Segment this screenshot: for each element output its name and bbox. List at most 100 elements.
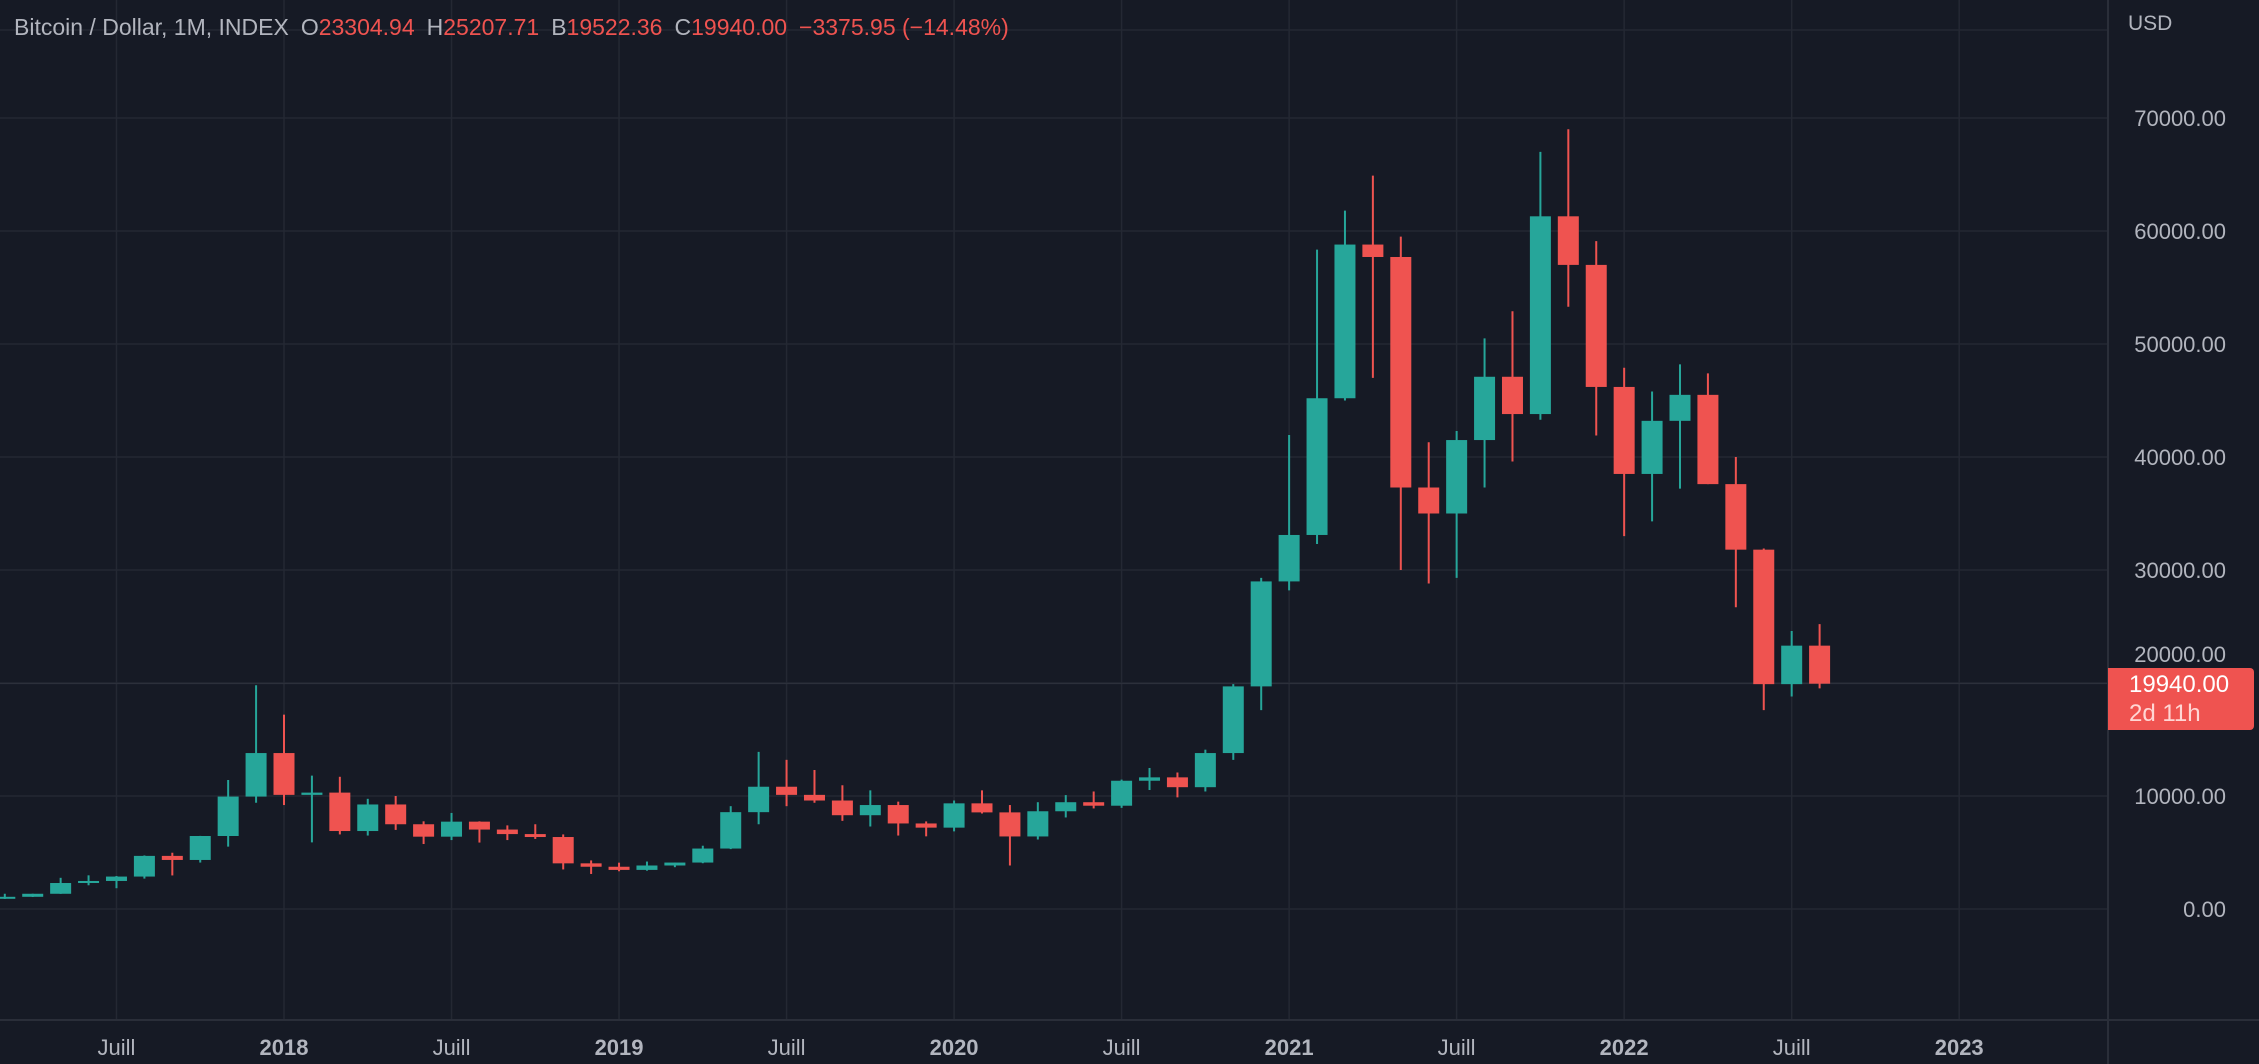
candle-body: [50, 883, 72, 894]
candle-up: [1027, 802, 1049, 840]
candle-body: [1334, 244, 1356, 399]
candle-down: [329, 776, 351, 835]
candle-down: [552, 834, 574, 870]
candle-up: [664, 862, 686, 868]
candle-down: [803, 770, 825, 803]
candle-body: [1669, 394, 1691, 421]
candle-down: [831, 785, 853, 821]
candle-down: [496, 825, 518, 841]
candle-down: [413, 821, 435, 845]
candle-up: [1641, 391, 1663, 522]
candle-up: [748, 751, 770, 825]
candle-down: [1083, 791, 1105, 809]
price-tick-label: 30000.00: [2134, 558, 2226, 583]
candle-body: [1055, 802, 1077, 812]
candle-body: [1111, 780, 1133, 806]
low-label: B: [551, 14, 567, 40]
price-tick-label: 10000.00: [2134, 784, 2226, 809]
candle-down: [1725, 457, 1747, 608]
candle-down: [161, 852, 183, 876]
candle-up: [1306, 249, 1328, 545]
candle-up: [0, 893, 16, 899]
candle-up: [22, 893, 44, 898]
candle-body: [803, 794, 825, 801]
candle-body: [301, 792, 323, 795]
grid: [0, 0, 2108, 1020]
candle-up: [1669, 364, 1691, 489]
close-label: C: [674, 14, 692, 40]
candle-down: [468, 821, 490, 843]
price-axis[interactable]: 0.00 10000.00 20000.00 30000.00 40000.00 5000…: [2134, 106, 2226, 922]
candle-body: [468, 821, 490, 830]
time-tick-label: 2023: [1935, 1035, 1984, 1060]
candle-down: [608, 862, 630, 872]
candle-body: [720, 812, 742, 849]
low-value: 19522.36: [566, 14, 663, 40]
price-tick-label: 60000.00: [2134, 219, 2226, 244]
price-tick-label: 20000.00: [2134, 642, 2226, 667]
candle-down: [1418, 442, 1440, 584]
candle-up: [1446, 431, 1468, 578]
candle-down: [273, 714, 295, 806]
candle-body: [217, 796, 239, 837]
candle-body: [105, 876, 127, 881]
candle-up: [78, 875, 100, 886]
candle-up: [1139, 767, 1161, 791]
candle-up: [357, 798, 379, 836]
candle-body: [1306, 398, 1328, 535]
time-tick-label: 2021: [1265, 1035, 1314, 1060]
candle-up: [692, 845, 714, 864]
candle-body: [1418, 487, 1440, 514]
candle-down: [776, 759, 798, 807]
candle-body: [78, 880, 100, 884]
candle-body: [1697, 394, 1719, 485]
candle-body: [1474, 376, 1496, 441]
candle-down: [1557, 129, 1579, 307]
candle-body: [1501, 376, 1523, 415]
time-tick-label: 2019: [595, 1035, 644, 1060]
high-label: H: [426, 14, 444, 40]
close-value: 19940.00: [691, 14, 788, 40]
candle-up: [1334, 210, 1356, 401]
ohlc-legend: Bitcoin / Dollar, 1M, INDEX O23304.94 H252…: [14, 14, 1021, 41]
candle-up: [217, 779, 239, 847]
candle-up: [859, 790, 881, 827]
price-tick-label: 70000.00: [2134, 106, 2226, 131]
candle-body: [580, 863, 602, 867]
time-tick-label: 2020: [930, 1035, 979, 1060]
time-tick-label: Juill: [98, 1035, 136, 1060]
candle-up: [1194, 749, 1216, 792]
candle-up: [1250, 577, 1272, 711]
candle-body: [1278, 534, 1300, 582]
time-axis[interactable]: Juill 2018 Juill 2019 Juill 2020 Juill 2021 Juil…: [98, 1035, 1984, 1060]
candle-body: [1809, 645, 1831, 684]
candle-body: [357, 804, 379, 832]
candle-up: [50, 877, 72, 894]
price-tick-label: 40000.00: [2134, 445, 2226, 470]
open-value: 23304.94: [318, 14, 415, 40]
candle-down: [580, 860, 602, 874]
candle-body: [552, 837, 574, 864]
high-value: 25207.71: [443, 14, 540, 40]
candle-up: [1781, 631, 1803, 697]
candle-body: [1166, 777, 1188, 788]
candle-down: [1697, 373, 1719, 485]
time-tick-label: 2022: [1600, 1035, 1649, 1060]
candle-up: [441, 812, 463, 841]
candle-up: [1111, 779, 1133, 808]
candle-body: [608, 866, 630, 870]
candle-body: [859, 805, 881, 816]
last-price: 19940.00: [2129, 671, 2230, 698]
candle-body: [943, 803, 965, 828]
candle-body: [692, 848, 714, 863]
candle-body: [161, 855, 183, 860]
candle-body: [1781, 645, 1803, 685]
currency-label[interactable]: USD: [2128, 12, 2173, 35]
candle-body: [1585, 264, 1607, 387]
candle-body: [1641, 420, 1663, 474]
candle-body: [524, 834, 546, 838]
candle-down: [524, 824, 546, 839]
time-tick-label: Juill: [1438, 1035, 1476, 1060]
symbol-title[interactable]: Bitcoin / Dollar, 1M, INDEX: [14, 14, 289, 40]
